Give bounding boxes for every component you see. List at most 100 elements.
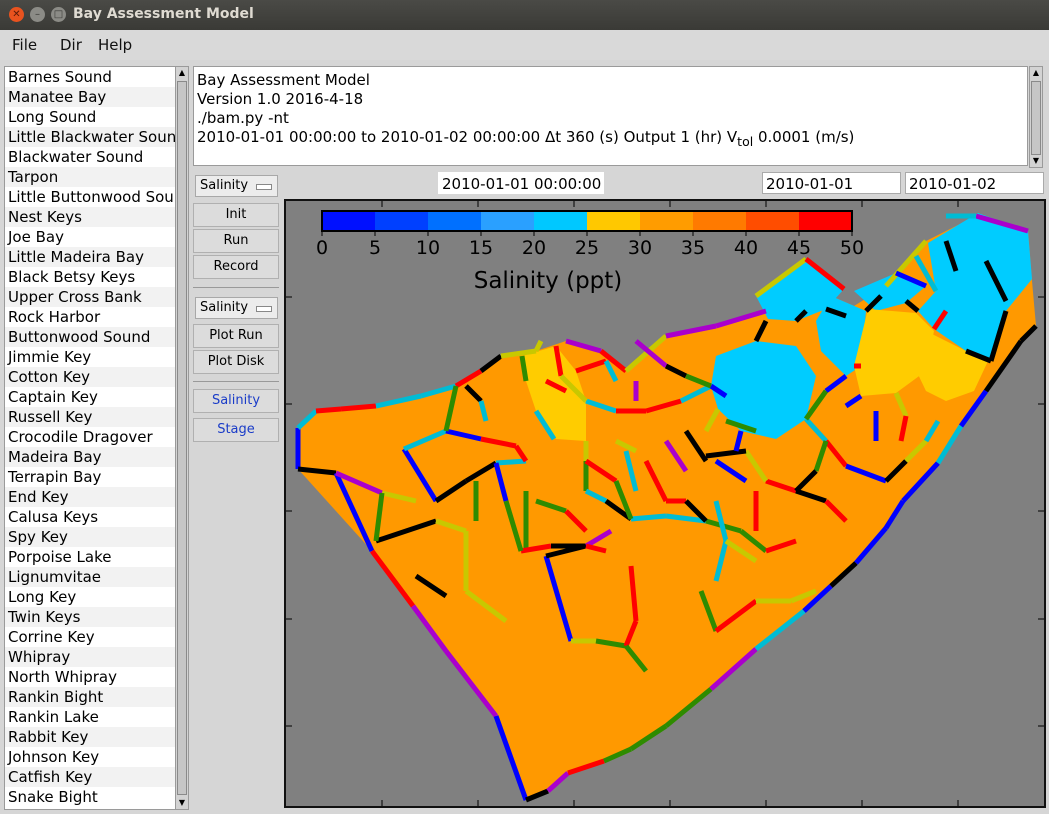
basin-list-item[interactable]: Black Betsy Keys [8, 268, 136, 286]
basin-list-item[interactable]: Lignumvitae [5, 567, 176, 587]
boundary-segment [614, 438, 638, 454]
basin-list-item[interactable]: Long Sound [8, 108, 97, 126]
basin-list-item[interactable]: Upper Cross Bank [5, 287, 176, 307]
basin-list-item[interactable]: Rabbit Key [5, 727, 176, 747]
boundary-segment [864, 294, 883, 313]
map-plot[interactable]: 0 5 10 15 20 25 30 35 40 45 50 Salinity (ppt) [284, 199, 1046, 808]
boundary-segment [585, 398, 617, 414]
basin-cyan-middle[interactable] [711, 341, 816, 439]
info-scroll-up-icon[interactable]: ▲ [1032, 68, 1040, 77]
basin-yellow-east[interactable] [854, 309, 934, 396]
basin-list-item[interactable]: Whipray [5, 647, 176, 667]
minimize-icon[interactable]: – [30, 7, 45, 22]
basin-list-item[interactable]: Barnes Sound [8, 68, 112, 86]
boundary-segment [664, 363, 688, 379]
boundary-segment [765, 478, 797, 494]
init-button[interactable]: Init [193, 203, 279, 227]
scroll-up-icon[interactable]: ▲ [178, 68, 186, 77]
boundary-segment [500, 348, 537, 359]
basin-list-item[interactable]: Snake Bight [8, 788, 98, 806]
basin-list-item[interactable]: Little Buttonwood Sound [8, 188, 176, 206]
basin-list-item[interactable]: Johnson Key [8, 748, 100, 766]
boundary-segment [595, 638, 627, 649]
boundary-segment [829, 561, 858, 588]
boundary-segment [713, 500, 729, 542]
menu-dir[interactable]: Dir [60, 36, 82, 54]
boundary-segment [884, 459, 908, 483]
variable-select-plot[interactable]: Salinity [195, 297, 278, 319]
variable-select-plot-label: Salinity [200, 300, 249, 315]
salinity-button[interactable]: Salinity [193, 389, 279, 413]
info-text-area[interactable]: Bay Assessment Model Version 1.0 2016-4-… [193, 66, 1028, 166]
run-button[interactable]: Run [193, 229, 279, 253]
boundary-segment [825, 306, 847, 319]
close-icon[interactable]: ✕ [9, 7, 24, 22]
boundary-segment [935, 424, 964, 465]
basin-list-item[interactable]: Porpoise Lake [8, 548, 112, 566]
menu-file[interactable]: File [12, 36, 38, 54]
basin-list-item[interactable]: Blackwater Sound [8, 148, 144, 166]
basin-list-item[interactable]: Corrine Key [8, 628, 95, 646]
basin-list-item[interactable]: End Key [5, 487, 176, 507]
basin-list-item[interactable]: Little Madeira Bay [5, 247, 176, 267]
basin-cyan-right[interactable] [816, 296, 866, 376]
basin-list-item[interactable]: North Whipray [8, 668, 117, 686]
scroll-thumb[interactable] [177, 81, 187, 795]
basin-list-item[interactable]: Joe Bay [8, 228, 64, 246]
basin-list-item[interactable]: Spy Key [5, 527, 176, 547]
start-date-field[interactable]: 2010-01-01 [762, 172, 901, 194]
info-scroll-down-icon[interactable]: ▼ [1032, 156, 1040, 165]
basin-list-item[interactable]: Tarpon [5, 167, 176, 187]
stage-button[interactable]: Stage [193, 418, 279, 442]
basin-yellow-far-east[interactable] [914, 331, 988, 401]
boundary-segment [725, 418, 757, 434]
basin-list-item[interactable]: Jimmie Key [8, 348, 92, 366]
boundary-segment [525, 788, 549, 803]
boundary-segment [634, 339, 668, 368]
boundary-segment [698, 590, 719, 632]
plot-disk-button[interactable]: Plot Disk [193, 350, 279, 374]
basin-list-item[interactable]: Cotton Key [5, 367, 176, 387]
maximize-icon[interactable]: □ [51, 7, 66, 22]
boundary-segment [602, 746, 633, 764]
end-date-field[interactable]: 2010-01-02 [905, 172, 1044, 194]
boundary-segment [733, 430, 744, 452]
basin-list-item[interactable]: Crocodile Dragover [8, 428, 153, 446]
basin-list-item[interactable]: Captain Key [8, 388, 98, 406]
boundary-segment [445, 428, 482, 442]
basin-list-item[interactable]: Calusa Keys [8, 508, 99, 526]
separator [193, 287, 279, 288]
basin-list-item[interactable]: Buttonwood Sound [5, 327, 176, 347]
basin-list-scrollbar[interactable]: ▲ ▼ [175, 66, 189, 810]
boundary-segment [545, 543, 587, 559]
record-button[interactable]: Record [193, 255, 279, 279]
menu-help[interactable]: Help [98, 36, 133, 54]
basin-list-item[interactable]: Rankin Lake [8, 708, 99, 726]
boundary-segment [904, 439, 928, 463]
basin-list-item[interactable]: Rankin Bight [5, 687, 176, 707]
basin-list-item[interactable]: Terrapin Bay [8, 468, 102, 486]
title-bar: ✕ – □ Bay Assessment Model [0, 0, 1049, 30]
basin-list-item[interactable]: Madeira Bay [5, 447, 176, 467]
basin-list-item[interactable]: Manatee Bay [5, 87, 176, 107]
boundary-segment [493, 715, 529, 801]
basin-yellow-west[interactable] [522, 346, 586, 441]
basin-list-item[interactable]: Russell Key [5, 407, 176, 427]
variable-select-top[interactable]: Salinity [195, 175, 278, 197]
boundary-segment [958, 389, 989, 428]
info-scroll-thumb[interactable] [1031, 81, 1041, 155]
basin-list-item[interactable]: Long Key [8, 588, 77, 606]
colorbar-segment [481, 211, 535, 231]
basin-list-item[interactable]: Rock Harbor [8, 308, 101, 326]
basin-list-item[interactable]: Twin Keys [5, 607, 176, 627]
info-scrollbar[interactable]: ▲ ▼ [1029, 66, 1043, 168]
boundary-segment [443, 385, 459, 432]
basin-list[interactable]: Barnes Sound Manatee Bay Long Sound Little … [4, 66, 177, 810]
boundary-segment [613, 480, 634, 520]
basin-boundaries [295, 213, 1038, 803]
basin-list-item[interactable]: Little Blackwater Sound [5, 127, 176, 147]
plot-run-button[interactable]: Plot Run [193, 324, 279, 348]
basin-list-item[interactable]: Catfish Key [5, 767, 176, 787]
basin-list-item[interactable]: Nest Keys [5, 207, 176, 227]
scroll-down-icon[interactable]: ▼ [178, 798, 186, 807]
